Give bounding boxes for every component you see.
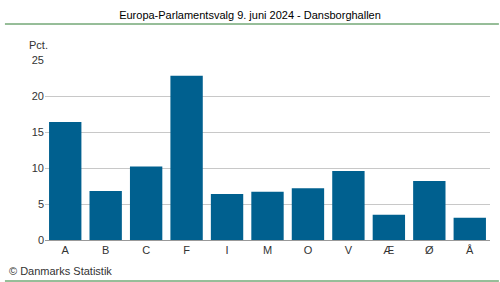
svg-text:20: 20: [32, 90, 44, 102]
svg-text:15: 15: [32, 126, 44, 138]
svg-text:I: I: [226, 244, 229, 256]
svg-text:Pct.: Pct.: [29, 39, 48, 51]
svg-text:25: 25: [32, 54, 44, 66]
svg-text:0: 0: [38, 234, 44, 246]
svg-text:M: M: [263, 244, 272, 256]
svg-text:V: V: [345, 244, 353, 256]
svg-text:C: C: [142, 244, 150, 256]
svg-text:Europa-Parlamentsvalg 9. juni: Europa-Parlamentsvalg 9. juni 2024 - Dan…: [119, 9, 381, 21]
svg-text:O: O: [304, 244, 313, 256]
svg-text:B: B: [102, 244, 109, 256]
svg-text:A: A: [62, 244, 70, 256]
svg-text:F: F: [183, 244, 190, 256]
svg-text:Æ: Æ: [383, 244, 394, 256]
svg-text:10: 10: [32, 162, 44, 174]
svg-text:Å: Å: [466, 244, 474, 256]
svg-text:Ø: Ø: [425, 244, 434, 256]
svg-text:© Danmarks Statistik: © Danmarks Statistik: [9, 265, 112, 277]
svg-text:5: 5: [38, 198, 44, 210]
